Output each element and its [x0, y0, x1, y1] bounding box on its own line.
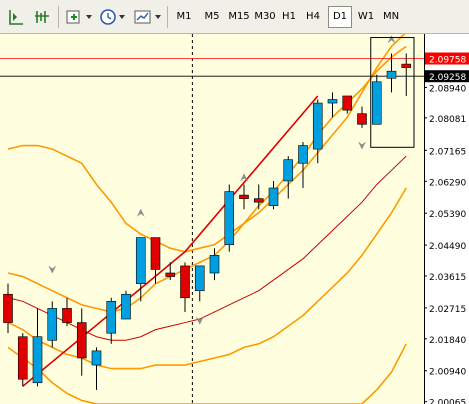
bearish-candle[interactable]: [76, 322, 87, 359]
trendline[interactable]: [22, 95, 319, 387]
bullish-candle[interactable]: [224, 191, 235, 245]
fractal-down-icon: [358, 141, 366, 150]
timeframe-w1-button[interactable]: W1: [357, 11, 375, 22]
bid-price-label: 2.09258: [429, 73, 466, 83]
price-axis-label: 2.07165: [429, 147, 466, 157]
line-chart-icon[interactable]: [4, 6, 28, 28]
fractal-up-icon: [387, 35, 396, 44]
clock-dropdown-icon[interactable]: [119, 15, 125, 19]
bearish-candle[interactable]: [150, 237, 161, 270]
bullish-candle[interactable]: [106, 301, 117, 334]
bullish-candle[interactable]: [47, 308, 58, 341]
fractal-up-icon: [136, 208, 145, 217]
price-axis-label: 2.00940: [429, 368, 466, 378]
price-axis-background: [424, 34, 469, 404]
bearish-candle[interactable]: [239, 194, 249, 199]
ask-price-label: 2.09758: [429, 56, 466, 66]
price-axis-label: 2.06290: [429, 178, 466, 188]
timeframe-h1-button[interactable]: H1: [282, 11, 296, 22]
indicator-band-middle: [7, 155, 407, 341]
price-axis-label: 2.05390: [429, 210, 466, 220]
price-axis-label: 2.01840: [429, 336, 466, 346]
bullish-candle[interactable]: [194, 265, 205, 291]
toolbar-separator: [58, 6, 59, 28]
bearish-candle[interactable]: [342, 95, 353, 111]
bullish-candle[interactable]: [386, 70, 397, 79]
timeframe-m15-button[interactable]: M15: [228, 11, 250, 22]
add-chart-icon[interactable]: [62, 6, 86, 28]
price-axis-label: 2.03615: [429, 273, 466, 283]
timeframe-mn-button[interactable]: MN: [382, 11, 400, 22]
fractal-down-icon: [195, 316, 204, 325]
bullish-candle[interactable]: [268, 187, 279, 207]
indicator-band-inner-lower: [7, 187, 407, 370]
bullish-candle[interactable]: [298, 145, 308, 164]
bullish-candle[interactable]: [283, 159, 294, 182]
price-axis-label: 2.00065: [429, 399, 466, 404]
bullish-candle[interactable]: [121, 293, 131, 320]
indicator-band-outer-upper: [7, 34, 406, 253]
price-chart-canvas[interactable]: 2.08940 2.08081 2.07165 2.06290 2.05390 2.044…: [0, 34, 469, 404]
selection-rectangle[interactable]: [370, 37, 415, 148]
bearish-candle[interactable]: [357, 113, 367, 125]
bullish-candle[interactable]: [135, 237, 146, 284]
bearish-candle[interactable]: [165, 272, 176, 277]
timeframe-m30-button[interactable]: M30: [254, 11, 276, 22]
toolbar-separator: [167, 6, 168, 28]
bullish-candle[interactable]: [209, 254, 220, 274]
chart-toolbar: M1 M5 M15 M30 H1 H4 D1 W1 MN: [0, 0, 469, 34]
timeframe-m5-button[interactable]: M5: [204, 11, 220, 22]
fractal-up-icon: [240, 173, 248, 182]
indicator-band-inner-upper: [7, 45, 407, 313]
bid-price-label-background: [425, 70, 469, 83]
indicator-band-outer-lower: [7, 343, 407, 404]
price-axis-label: 2.08081: [429, 115, 466, 125]
template-icon[interactable]: [131, 6, 155, 28]
bearish-candle[interactable]: [253, 198, 264, 203]
price-axis-label: 2.04490: [429, 242, 466, 252]
bullish-candle[interactable]: [371, 81, 382, 125]
ask-price-label-background: [425, 52, 469, 65]
price-axis-label: 2.02715: [429, 305, 466, 315]
fractal-down-icon: [48, 265, 57, 274]
timeframe-d1-button[interactable]: D1: [328, 6, 352, 28]
template-dropdown-icon[interactable]: [155, 15, 161, 19]
bullish-candle[interactable]: [312, 102, 323, 150]
clock-icon[interactable]: [96, 6, 120, 28]
bearish-candle[interactable]: [62, 308, 72, 323]
bearish-candle[interactable]: [401, 63, 412, 68]
bullish-candle[interactable]: [327, 99, 338, 104]
bearish-candle[interactable]: [3, 293, 13, 323]
tools-icon[interactable]: [30, 6, 54, 28]
bearish-candle[interactable]: [17, 336, 28, 380]
timeframe-h4-button[interactable]: H4: [306, 11, 320, 22]
bearish-candle[interactable]: [180, 265, 190, 299]
timeframe-m1-button[interactable]: M1: [176, 11, 192, 22]
add-chart-dropdown-icon[interactable]: [86, 15, 92, 19]
bullish-candle[interactable]: [32, 336, 43, 384]
price-axis-label: 2.08940: [429, 84, 466, 94]
bullish-candle[interactable]: [91, 350, 102, 366]
price-chart[interactable]: 2.08940 2.08081 2.07165 2.06290 2.05390 2.044…: [0, 34, 469, 404]
